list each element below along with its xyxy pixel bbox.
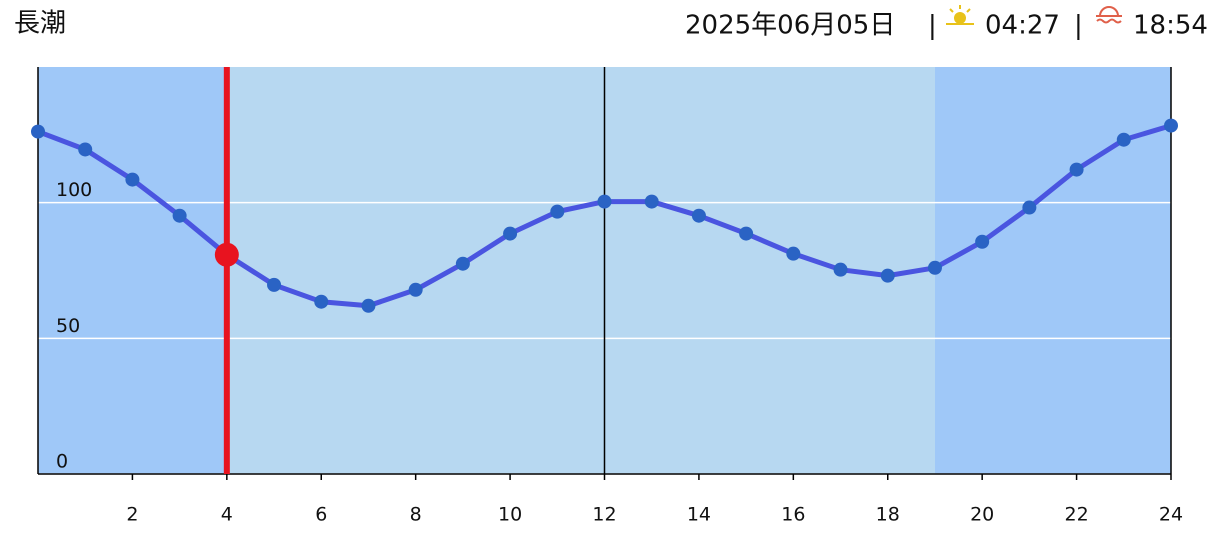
point <box>739 226 754 241</box>
point <box>833 262 848 277</box>
y-tick-label: 0 <box>56 451 68 473</box>
sunset-icon <box>1096 6 1122 24</box>
x-tick-label: 4 <box>221 504 233 526</box>
point <box>644 194 659 209</box>
point <box>78 142 93 157</box>
x-tick-label: 22 <box>1064 504 1088 526</box>
separator: | <box>928 11 937 41</box>
point <box>691 208 706 223</box>
point <box>597 194 612 209</box>
sunset-time: 18:54 <box>1133 11 1208 41</box>
point <box>408 282 423 297</box>
point <box>975 234 990 249</box>
x-tick-label: 18 <box>876 504 900 526</box>
night-shade <box>38 67 227 474</box>
point <box>314 294 329 309</box>
x-tick-label: 24 <box>1159 504 1183 526</box>
night-shade <box>935 67 1171 474</box>
point <box>1022 200 1037 215</box>
y-tick-label: 50 <box>56 315 80 337</box>
point <box>361 298 376 313</box>
separator: | <box>1074 11 1083 41</box>
x-tick-label: 6 <box>315 504 327 526</box>
x-tick-label: 14 <box>687 504 711 526</box>
y-tick-label: 100 <box>56 179 92 201</box>
point <box>31 124 45 139</box>
point <box>1116 132 1131 147</box>
day-shade <box>227 67 935 474</box>
point <box>455 256 470 271</box>
x-tick-label: 10 <box>498 504 522 526</box>
point <box>927 260 942 275</box>
point <box>172 208 187 223</box>
x-tick-label: 12 <box>592 504 616 526</box>
date: 2025年06月05日 <box>685 11 895 41</box>
point <box>1164 118 1178 133</box>
point <box>267 277 282 292</box>
point <box>1069 162 1084 177</box>
chart-title: 長潮 <box>14 9 66 39</box>
point <box>880 268 895 283</box>
point <box>125 172 140 187</box>
x-tick-label: 20 <box>970 504 994 526</box>
point <box>550 204 565 219</box>
x-tick-label: 8 <box>410 504 422 526</box>
x-tick-label: 16 <box>781 504 805 526</box>
point <box>786 246 801 261</box>
x-tick-label: 2 <box>126 504 138 526</box>
sunrise-time: 04:27 <box>985 11 1060 41</box>
point <box>503 226 518 241</box>
sunrise-icon <box>946 5 974 25</box>
current-point <box>214 242 239 267</box>
